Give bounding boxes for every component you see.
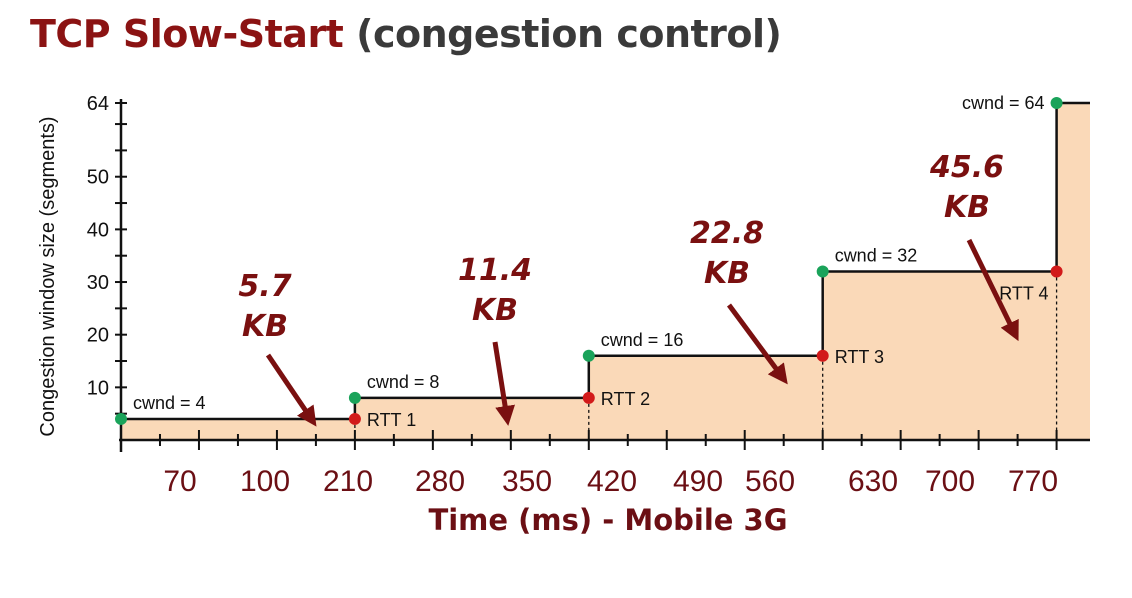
rtt-label: RTT 4 (999, 284, 1048, 304)
chart-title: TCP Slow-Start (congestion control) (30, 12, 782, 56)
x-tick-label: 420 (587, 465, 637, 498)
rtt-label: RTT 1 (367, 410, 416, 430)
kb-annotation-unit: KB (704, 256, 750, 291)
kb-annotation-unit: KB (472, 293, 518, 328)
y-tick-label: 30 (87, 272, 109, 294)
rtt-point (348, 412, 361, 425)
y-tick-label: 10 (87, 377, 109, 399)
x-axis-label: Time (ms) - Mobile 3G (428, 503, 787, 537)
kb-annotation-value: 11.4 (458, 253, 532, 288)
x-tick-label: 770 (1008, 465, 1058, 498)
rtt-point (816, 349, 829, 362)
x-tick-label: 100 (240, 465, 290, 498)
cwnd-label: cwnd = 64 (962, 93, 1045, 113)
rtt-label: RTT 3 (835, 347, 884, 367)
cwnd-start-point (582, 349, 595, 362)
kb-annotation-arrow (265, 353, 317, 427)
x-tick-label: 70 (163, 465, 196, 498)
kb-annotation-unit: KB (242, 309, 288, 344)
rtt-point (1050, 265, 1063, 278)
kb-annotation-arrow (492, 341, 516, 426)
kb-annotation-value: 5.7 (238, 269, 291, 304)
kb-annotation-value: 22.8 (690, 216, 764, 251)
y-tick-label: 20 (87, 325, 109, 347)
x-tick-label: 490 (673, 465, 723, 498)
kb-annotation-arrow (726, 303, 788, 385)
x-tick-label: 700 (925, 465, 975, 498)
kb-annotation-value: 45.6 (929, 150, 1004, 185)
rtt-point (582, 391, 595, 404)
cwnd-label: cwnd = 32 (835, 246, 918, 266)
cwnd-step-line (121, 101, 1090, 421)
kb-annotation-unit: KB (944, 190, 990, 225)
y-tick-label: 64 (87, 93, 109, 115)
cwnd-start-point (115, 412, 127, 425)
rtt-label: RTT 2 (601, 389, 650, 409)
kb-annotation-arrow (966, 238, 1019, 342)
x-tick-label: 210 (323, 465, 373, 498)
x-tick-label: 280 (415, 465, 465, 498)
x-tick-label: 350 (502, 465, 552, 498)
chart-title-sub: (congestion control) (356, 12, 782, 56)
cwnd-label: cwnd = 8 (367, 372, 440, 392)
cwnd-start-point (1050, 97, 1063, 109)
x-tick-label: 630 (848, 465, 898, 498)
cwnd-area (121, 103, 1090, 440)
y-tick-label: 40 (87, 219, 109, 241)
x-tick-label: 560 (745, 465, 795, 498)
cwnd-start-point (816, 265, 829, 278)
cwnd-label: cwnd = 16 (601, 330, 684, 350)
y-tick-label: 50 (87, 167, 109, 189)
cwnd-start-point (348, 391, 361, 404)
y-axis-label: Congestion window size (segments) (37, 116, 59, 436)
chart-title-main: TCP Slow-Start (30, 12, 344, 56)
cwnd-label: cwnd = 4 (133, 393, 206, 413)
